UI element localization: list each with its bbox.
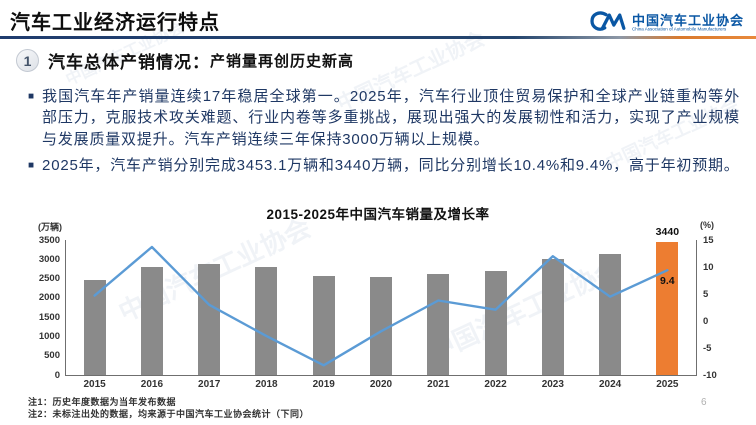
org-name-en: China Association of Automobile Manufact… [631, 26, 727, 33]
footnote-line: 注1：历史年度数据为当年发布数据 [28, 397, 177, 407]
left-axis-tick: 2500 [38, 273, 60, 285]
left-axis-tick: 3000 [38, 253, 60, 265]
left-axis-tick: 2000 [38, 292, 60, 304]
footnote-line: 注2：未标注出处的数据，均来源于中国汽车工业协会统计（下同） [28, 409, 310, 420]
x-axis-label: 2019 [312, 379, 335, 390]
header-divider [0, 36, 756, 39]
right-axis-tick: 15 [703, 234, 714, 246]
x-axis-label: 2018 [255, 379, 278, 390]
bar-2023 [541, 258, 564, 375]
bar-2020 [370, 277, 392, 375]
right-axis-tick: 5 [703, 288, 709, 300]
bar-2017 [198, 263, 221, 375]
chart-title: 2015-2025年中国汽车销量及增长率 [266, 207, 490, 222]
section-number-badge: 1 [16, 49, 39, 72]
bar-2025 [656, 242, 679, 375]
bullet-item: ■ 我国汽车年产销量连续17年稳居全球第一。2025年，汽车行业顶住贸易保护和全… [28, 86, 740, 150]
left-axis-tick: 0 [54, 369, 60, 381]
right-axis-tick: 10 [703, 261, 714, 273]
bullet-item: ■ 2025年，汽车产销分别完成3453.1万辆和3440万辆，同比分别增长10… [28, 155, 740, 176]
chart-plot: 0 500 1000 1500 2000 2500 3000 3500 -10 -5 0 5 10 15 2… [39, 227, 717, 390]
page-number: 6 [701, 397, 707, 408]
bullet-text: 2025年，汽车产销分别完成3453.1万辆和3440万辆，同比分别增长10.4… [42, 156, 740, 174]
bar-2015 [83, 280, 106, 375]
org-name-cn: 中国汽车工业协会 [631, 12, 744, 28]
growth-rate-line [93, 245, 669, 367]
left-axis-tick: 1500 [38, 311, 60, 323]
bar-2019 [312, 275, 335, 375]
footnotes: 注1：历史年度数据为当年发布数据 注2：未标注出处的数据，均来源于中国汽车工业协… [28, 396, 309, 420]
data-label: 9.4 [660, 275, 675, 288]
square-bullet-icon: ■ [28, 91, 35, 102]
caam-logo-icon [587, 8, 627, 39]
right-axis-unit-label: (%) [700, 220, 714, 230]
right-axis-tick: 0 [703, 315, 709, 327]
left-axis-unit-label: (万辆) [38, 222, 62, 232]
x-axis-label: 2025 [656, 379, 679, 390]
right-axis-tick: -5 [703, 342, 712, 354]
left-axis-tick: 3500 [38, 234, 60, 246]
x-axis-label: 2024 [598, 379, 622, 390]
bullet-list: ■ 我国汽车年产销量连续17年稳居全球第一。2025年，汽车行业顶住贸易保护和全… [28, 86, 740, 181]
square-bullet-icon: ■ [28, 159, 35, 171]
bar-2018 [255, 266, 278, 375]
bar-2016 [140, 266, 163, 375]
left-axis-tick: 1000 [38, 330, 60, 342]
x-axis-label: 2020 [369, 379, 393, 390]
right-axis-tick: -10 [703, 369, 717, 381]
x-axis-label: 2022 [484, 379, 507, 390]
x-axis-label: 2021 [427, 379, 450, 390]
section-header: 1 汽车总体产销情况： 产销量再创历史新高 [16, 48, 354, 73]
bar-2022 [484, 271, 507, 375]
org-logo: 中国汽车工业协会 China Association of Automobile… [587, 8, 744, 39]
page-title: 汽车工业经济运行特点 [10, 12, 220, 34]
section-title: 汽车总体产销情况： [48, 53, 210, 72]
bullet-text: 我国汽车年产销量连续17年稳居全球第一。2025年，汽车行业顶住贸易保护和全球产… [42, 88, 740, 148]
data-label: 3440 [655, 226, 680, 239]
x-axis-label: 2015 [83, 379, 106, 390]
bar-2021 [427, 273, 450, 375]
bar-2024 [599, 253, 622, 375]
section-subtitle: 产销量再创历史新高 [210, 53, 355, 70]
x-axis-label: 2017 [198, 379, 221, 390]
x-axis-label: 2016 [140, 379, 164, 390]
left-axis-tick: 500 [44, 350, 60, 362]
x-axis-label: 2023 [541, 379, 564, 390]
